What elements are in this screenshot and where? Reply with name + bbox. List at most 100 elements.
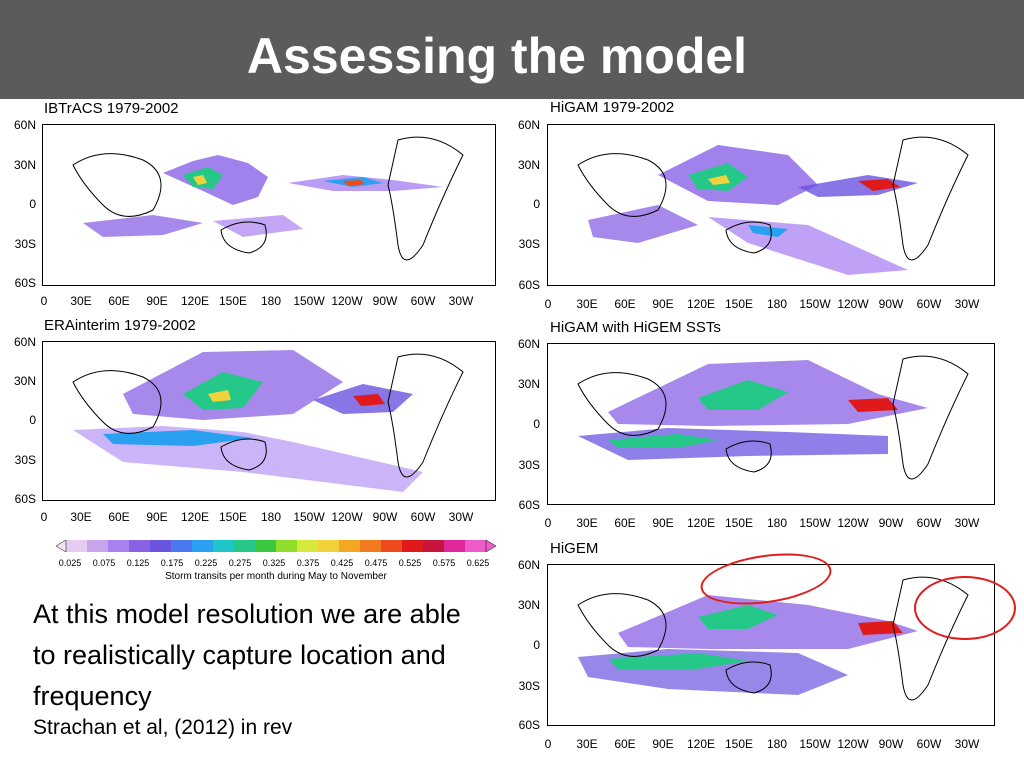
lat-label: 60S (14, 492, 36, 506)
lon-label: 30E (576, 737, 598, 751)
lon-label: 60W (916, 516, 942, 530)
colorbar-tick-label: 0.625 (466, 558, 490, 568)
colorbar-min-arrow (56, 540, 67, 552)
map (42, 341, 496, 501)
lon-label: 180 (766, 737, 788, 751)
lon-label: 60W (916, 297, 942, 311)
lon-label: 90E (652, 516, 674, 530)
lon-label: 150W (293, 294, 325, 308)
map (547, 343, 995, 505)
colorbar-swatch (213, 540, 235, 552)
lon-label: 60W (410, 510, 436, 524)
lat-label: 60S (518, 498, 540, 512)
lon-label: 150W (799, 297, 831, 311)
lon-label: 30W (448, 510, 474, 524)
colorbar-swatch (402, 540, 424, 552)
lat-label: 30N (517, 598, 540, 612)
lat-label: 30N (517, 377, 540, 391)
lon-label: 60W (410, 294, 436, 308)
lon-label: 30W (954, 516, 980, 530)
lon-label: 150E (724, 297, 754, 311)
lon-label: 90W (878, 297, 904, 311)
lon-label: 60E (614, 297, 636, 311)
lat-label: 30N (13, 374, 36, 388)
colorbar-tick-label: 0.075 (92, 558, 116, 568)
colorbar-tick-label: 0.475 (364, 558, 388, 568)
highlight-ellipse (914, 576, 1016, 640)
colorbar-swatch (444, 540, 466, 552)
colorbar-tick-label: 0.225 (194, 558, 218, 568)
lon-label: 0 (544, 297, 552, 311)
colorbar-swatch (297, 540, 319, 552)
lon-label: 0 (544, 737, 552, 751)
colorbar-tick-label: 0.525 (398, 558, 422, 568)
colorbar-tick-label: 0.125 (126, 558, 150, 568)
lon-label: 180 (766, 297, 788, 311)
lon-label: 90E (652, 737, 674, 751)
colorbar-swatch (171, 540, 193, 552)
lat-label: 30N (517, 158, 540, 172)
colorbar-max-arrow (485, 540, 496, 552)
lat-label: 0 (533, 197, 540, 211)
lat-label: 60N (517, 118, 540, 132)
colorbar-swatch (465, 540, 487, 552)
lon-label: 30E (576, 297, 598, 311)
lon-label: 30E (70, 510, 92, 524)
colorbar-caption: Storm transits per month during May to N… (165, 571, 387, 582)
panel-title: HiGEM (550, 540, 599, 557)
colorbar-swatch (87, 540, 109, 552)
colorbar-tick-label: 0.575 (432, 558, 456, 568)
panel-title: HiGAM 1979-2002 (550, 99, 675, 116)
lon-label: 0 (40, 510, 48, 524)
lon-label: 120W (837, 737, 869, 751)
colorbar-tick-label: 0.175 (160, 558, 184, 568)
lon-label: 120W (331, 294, 363, 308)
lat-label: 60N (13, 335, 36, 349)
lon-label: 150W (799, 737, 831, 751)
colorbar-swatch (234, 540, 256, 552)
colorbar-scale (56, 540, 496, 552)
colorbar-tick-label: 0.325 (262, 558, 286, 568)
lon-label: 120W (837, 516, 869, 530)
lat-label: 30S (14, 453, 36, 467)
colorbar-swatch (360, 540, 382, 552)
lon-label: 90E (652, 297, 674, 311)
lat-label: 0 (29, 197, 36, 211)
lon-label: 30W (954, 297, 980, 311)
storm-density-map (577, 136, 969, 275)
colorbar-swatch (339, 540, 361, 552)
body-text: At this model resolution we are able to … (33, 599, 461, 711)
lon-label: 0 (544, 516, 552, 530)
map (42, 124, 496, 286)
colorbar-swatch (255, 540, 277, 552)
lat-label: 0 (29, 413, 36, 427)
storm-density-map (577, 576, 969, 701)
colorbar-swatch (276, 540, 298, 552)
lat-label: 0 (533, 638, 540, 652)
panel-title: HiGAM with HiGEM SSTs (550, 319, 721, 336)
colorbar-tick-label: 0.025 (58, 558, 82, 568)
map (547, 124, 995, 286)
colorbar-swatch (129, 540, 151, 552)
lon-label: 120E (686, 737, 716, 751)
lon-label: 120W (331, 510, 363, 524)
lon-label: 90W (372, 510, 398, 524)
lon-label: 90E (146, 294, 168, 308)
lon-label: 60E (108, 510, 130, 524)
storm-density-map (72, 136, 464, 261)
lat-label: 60N (517, 558, 540, 572)
lon-label: 120E (686, 516, 716, 530)
lon-label: 30E (576, 516, 598, 530)
lon-label: 60E (108, 294, 130, 308)
panel-title: ERAinterim 1979-2002 (44, 317, 196, 334)
lon-label: 30W (448, 294, 474, 308)
lon-label: 60W (916, 737, 942, 751)
lat-label: 30S (518, 679, 540, 693)
colorbar-swatch (192, 540, 214, 552)
lat-label: 0 (533, 417, 540, 431)
lon-label: 90W (878, 737, 904, 751)
lon-label: 150W (293, 510, 325, 524)
lat-label: 60S (518, 278, 540, 292)
lon-label: 150E (724, 737, 754, 751)
lon-label: 150E (218, 294, 248, 308)
